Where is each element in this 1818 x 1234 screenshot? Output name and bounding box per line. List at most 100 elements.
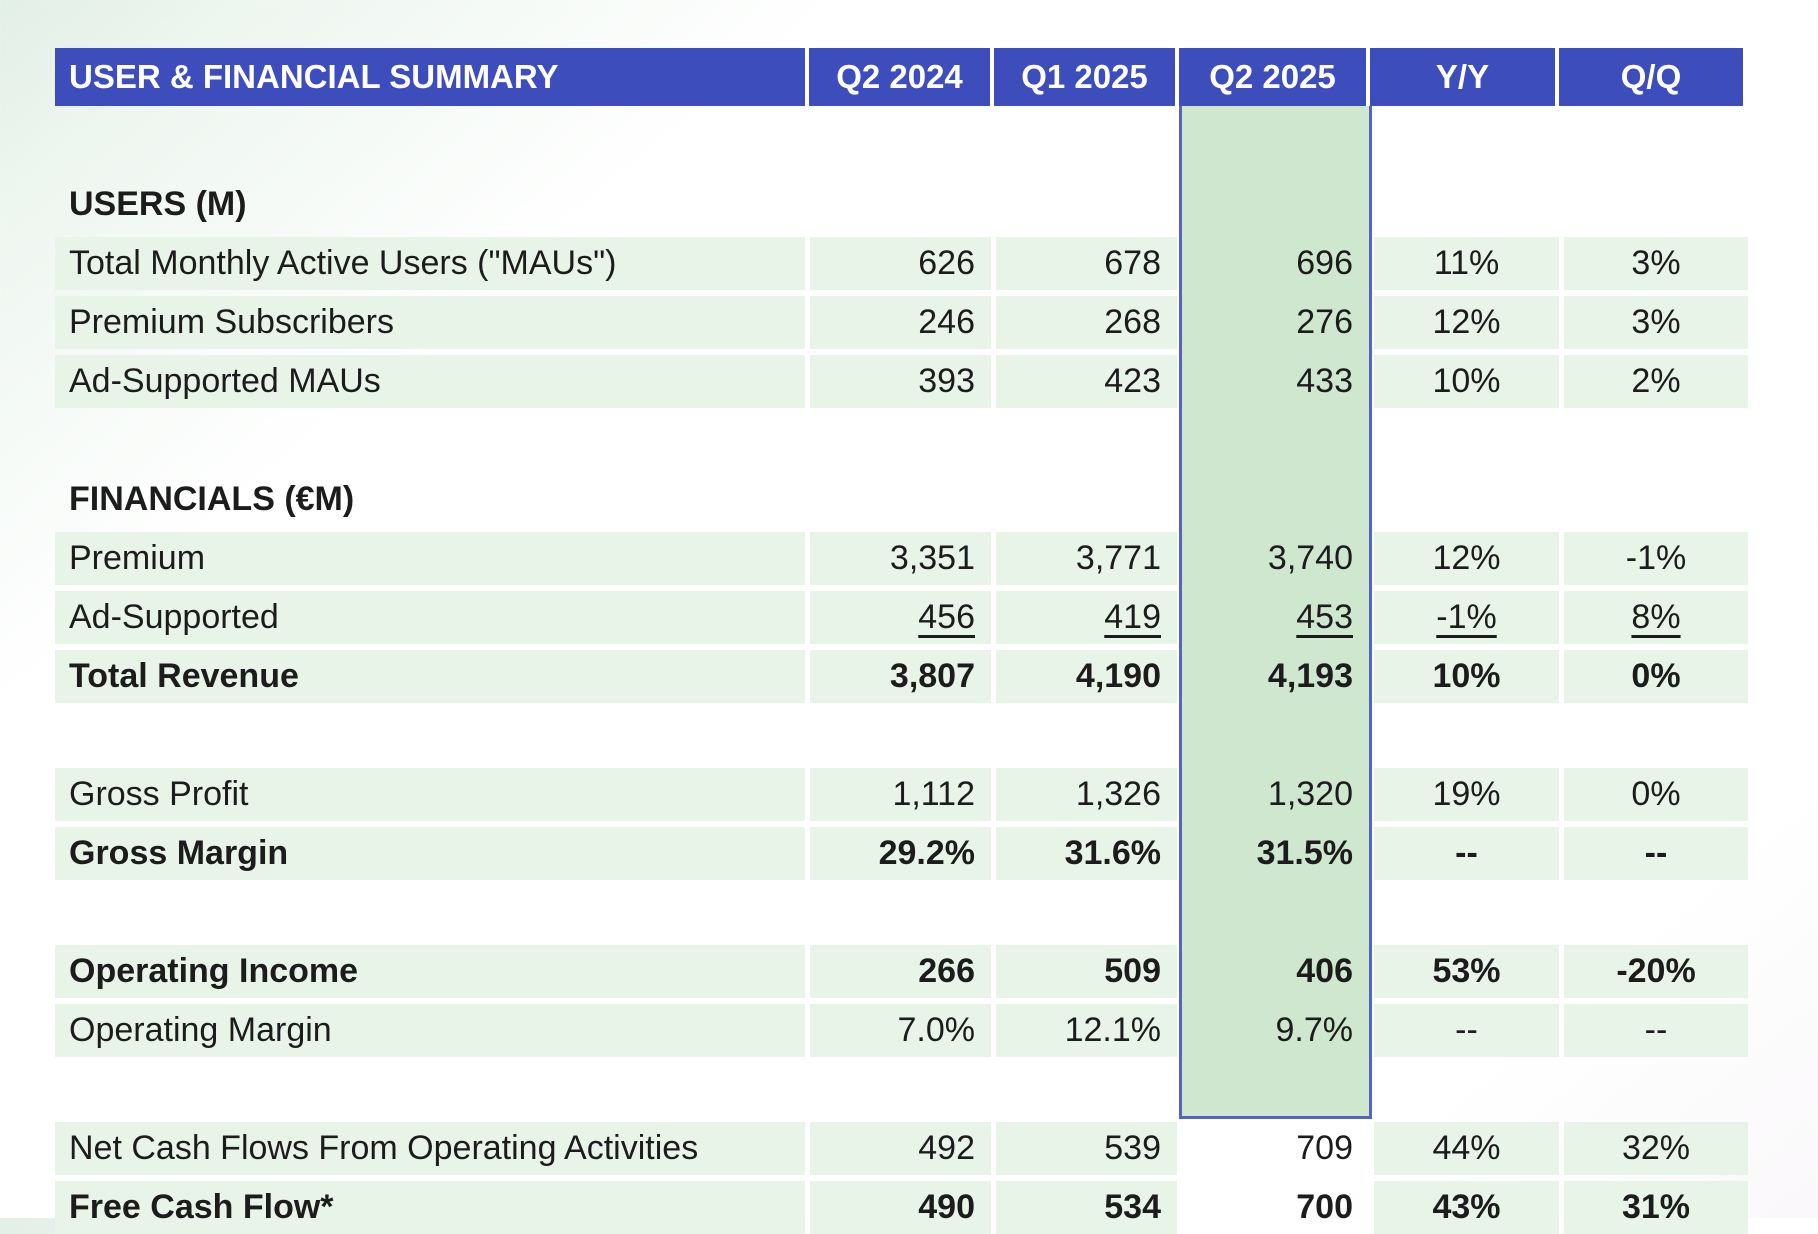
table-row: Total Revenue 3,807 4,190 4,193 10% 0% bbox=[55, 650, 1748, 703]
value-yy: 10% bbox=[1374, 355, 1559, 408]
section-row: FINANCIALS (€M) bbox=[55, 473, 1748, 526]
value-q2-2024: 1,112 bbox=[810, 768, 991, 821]
table-row: Ad-Supported 456 419 453 -1% 8% bbox=[55, 591, 1748, 644]
value-q1-2025: 1,326 bbox=[996, 768, 1177, 821]
value-q2-2025: 406 bbox=[1296, 952, 1353, 990]
value-q1-2025: 534 bbox=[996, 1181, 1177, 1234]
metric-label: Premium bbox=[55, 532, 805, 585]
value-qq: -- bbox=[1564, 1004, 1748, 1057]
value-q2-2024: 393 bbox=[810, 355, 991, 408]
value-yy: 12% bbox=[1374, 532, 1559, 585]
metric-label: Operating Margin bbox=[55, 1004, 805, 1057]
value-yy: 10% bbox=[1374, 650, 1559, 703]
metric-label: Total Revenue bbox=[55, 650, 805, 703]
column-header-q2-2024: Q2 2024 bbox=[809, 48, 990, 106]
value-qq: 2% bbox=[1564, 355, 1748, 408]
column-header-qq: Q/Q bbox=[1559, 48, 1743, 106]
table-row: Free Cash Flow* 490 534 700 43% 31% bbox=[55, 1181, 1748, 1234]
metric-label: USERS (M) bbox=[69, 185, 247, 223]
table-body: USERS (M) Total Monthly Active Users ("MA… bbox=[55, 106, 1748, 1234]
table-title: USER & FINANCIAL SUMMARY bbox=[55, 48, 805, 106]
value-qq: 0% bbox=[1564, 650, 1748, 703]
value-yy: 12% bbox=[1374, 296, 1559, 349]
value-q1-2025: 423 bbox=[996, 355, 1177, 408]
financial-summary-table: USER & FINANCIAL SUMMARY Q2 2024 Q1 2025… bbox=[55, 48, 1748, 1234]
section-row: USERS (M) bbox=[55, 178, 1748, 231]
value-q1-2025: 12.1% bbox=[996, 1004, 1177, 1057]
value-q2-2025: 1,320 bbox=[1267, 775, 1353, 813]
table-header-row: USER & FINANCIAL SUMMARY Q2 2024 Q1 2025… bbox=[55, 48, 1748, 106]
value-yy: -1% bbox=[1374, 591, 1559, 644]
value-q1-2025: 539 bbox=[996, 1122, 1177, 1175]
value-qq: 8% bbox=[1564, 591, 1748, 644]
value-q1-2025: 3,771 bbox=[996, 532, 1177, 585]
value-qq: -- bbox=[1564, 827, 1748, 880]
value-yy: 19% bbox=[1374, 768, 1559, 821]
value-qq: 3% bbox=[1564, 237, 1748, 290]
metric-label: Free Cash Flow* bbox=[55, 1181, 805, 1234]
value-yy: 44% bbox=[1374, 1122, 1559, 1175]
table-row: Premium Subscribers 246 268 276 12% 3% bbox=[55, 296, 1748, 349]
value-q2-2024: 626 bbox=[810, 237, 991, 290]
value-q2-2024: 246 bbox=[810, 296, 991, 349]
value-qq: -20% bbox=[1564, 945, 1748, 998]
value-yy: 11% bbox=[1374, 237, 1559, 290]
table-row: Gross Margin 29.2% 31.6% 31.5% -- -- bbox=[55, 827, 1748, 880]
table-row: Ad-Supported MAUs 393 423 433 10% 2% bbox=[55, 355, 1748, 408]
column-header-q2-2025: Q2 2025 bbox=[1179, 48, 1366, 106]
value-qq: 32% bbox=[1564, 1122, 1748, 1175]
value-qq: -1% bbox=[1564, 532, 1748, 585]
metric-label: Gross Profit bbox=[55, 768, 805, 821]
value-q2-2024: 3,807 bbox=[810, 650, 991, 703]
value-q2-2024: 456 bbox=[810, 591, 991, 644]
value-q2-2025: 696 bbox=[1296, 244, 1353, 282]
table-row: Operating Income 266 509 406 53% -20% bbox=[55, 945, 1748, 998]
value-q2-2025: 3,740 bbox=[1267, 539, 1353, 577]
value-q1-2025: 268 bbox=[996, 296, 1177, 349]
spacer-row bbox=[55, 886, 1748, 939]
value-q2-2024: 266 bbox=[810, 945, 991, 998]
table-row: Total Monthly Active Users ("MAUs") 626 67… bbox=[55, 237, 1748, 290]
value-q2-2025: 700 bbox=[1296, 1188, 1353, 1226]
value-q1-2025: 509 bbox=[996, 945, 1177, 998]
metric-label: FINANCIALS (€M) bbox=[69, 480, 355, 518]
value-q2-2024: 7.0% bbox=[810, 1004, 991, 1057]
value-q2-2025: 433 bbox=[1296, 362, 1353, 400]
value-q2-2024: 3,351 bbox=[810, 532, 991, 585]
value-q2-2025: 4,193 bbox=[1267, 657, 1353, 695]
value-qq: 3% bbox=[1564, 296, 1748, 349]
value-q1-2025: 4,190 bbox=[996, 650, 1177, 703]
value-yy: 53% bbox=[1374, 945, 1559, 998]
value-q1-2025: 678 bbox=[996, 237, 1177, 290]
table-row: Premium 3,351 3,771 3,740 12% -1% bbox=[55, 532, 1748, 585]
spacer-row bbox=[55, 414, 1748, 467]
metric-label: Gross Margin bbox=[55, 827, 805, 880]
column-header-q1-2025: Q1 2025 bbox=[994, 48, 1175, 106]
metric-label: Ad-Supported bbox=[55, 591, 805, 644]
table-row: Net Cash Flows From Operating Activities… bbox=[55, 1122, 1748, 1175]
table-row: Operating Margin 7.0% 12.1% 9.7% -- -- bbox=[55, 1004, 1748, 1057]
metric-label: Total Monthly Active Users ("MAUs") bbox=[55, 237, 805, 290]
metric-label: Premium Subscribers bbox=[55, 296, 805, 349]
value-q2-2024: 490 bbox=[810, 1181, 991, 1234]
value-yy: -- bbox=[1374, 1004, 1559, 1057]
value-qq: 31% bbox=[1564, 1181, 1748, 1234]
value-q2-2025: 709 bbox=[1296, 1129, 1353, 1167]
metric-label: Operating Income bbox=[55, 945, 805, 998]
value-q1-2025: 31.6% bbox=[996, 827, 1177, 880]
highlight-column-q2-2025 bbox=[1179, 106, 1372, 1119]
value-q1-2025: 419 bbox=[996, 591, 1177, 644]
metric-label: Ad-Supported MAUs bbox=[55, 355, 805, 408]
value-yy: 43% bbox=[1374, 1181, 1559, 1234]
table-row: Gross Profit 1,112 1,326 1,320 19% 0% bbox=[55, 768, 1748, 821]
spacer-row bbox=[55, 709, 1748, 762]
value-q2-2024: 29.2% bbox=[810, 827, 991, 880]
value-q2-2024: 492 bbox=[810, 1122, 991, 1175]
value-q2-2025: 31.5% bbox=[1256, 834, 1353, 872]
value-q2-2025: 9.7% bbox=[1275, 1011, 1354, 1049]
value-yy: -- bbox=[1374, 827, 1559, 880]
spacer-row bbox=[55, 1063, 1748, 1116]
value-q2-2025: 453 bbox=[1296, 598, 1353, 636]
spacer-row bbox=[55, 106, 1748, 172]
value-qq: 0% bbox=[1564, 768, 1748, 821]
